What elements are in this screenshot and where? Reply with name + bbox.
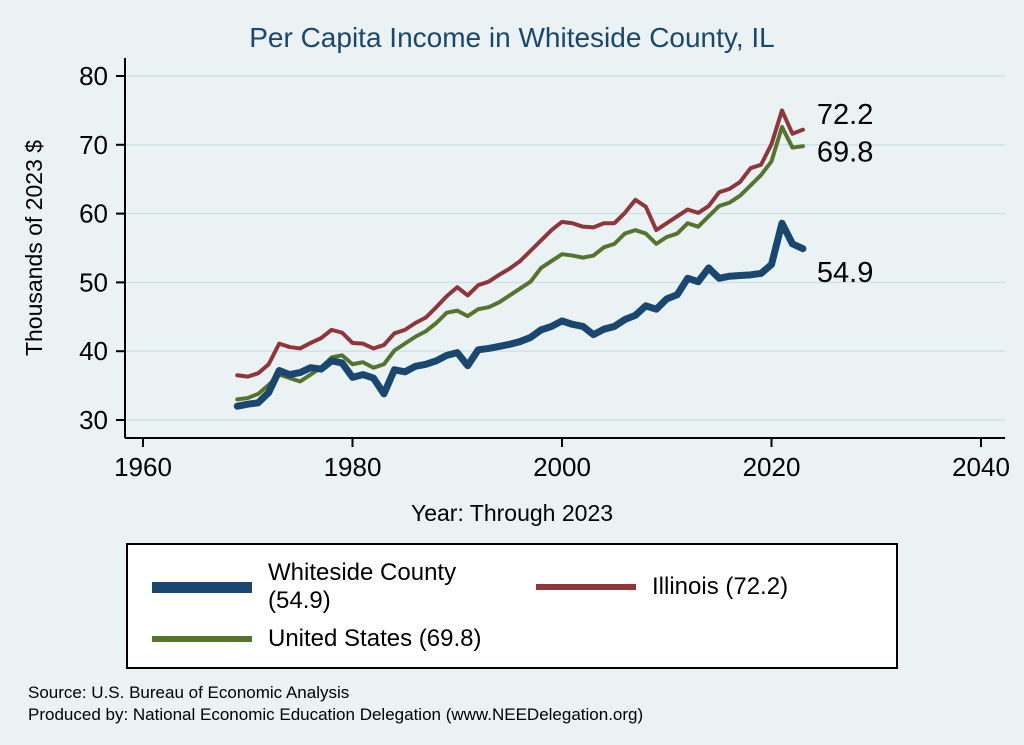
legend: Whiteside County (54.9) Illinois (72.2) … [126, 543, 898, 669]
illinois-line-swatch [536, 584, 636, 590]
y-tick-label: 70 [79, 130, 108, 160]
series-line-1 [235, 108, 805, 379]
source-note: Source: U.S. Bureau of Economic Analysis [28, 683, 350, 702]
y-tick-label: 40 [79, 336, 108, 366]
x-tick-label: 1960 [114, 452, 172, 482]
y-axis-label: Thousands of 2023 $ [21, 140, 47, 356]
united-states-line-swatch [152, 636, 252, 642]
chart-layer: 30 40 50 60 70 80 1960 1980 2000 2020 2040 54.9 72.2… [79, 58, 1010, 482]
legend-label-united-states: United States (69.8) [268, 625, 482, 652]
legend-label-whiteside-county: Whiteside County (54.9) [268, 559, 457, 614]
x-axis-label: Year: Through 2023 [410, 500, 614, 526]
legend-item-illinois: Illinois (72.2) [512, 559, 896, 615]
produced-by-note: Produced by: National Economic Education… [28, 705, 644, 724]
y-tick-label: 50 [79, 267, 108, 297]
x-tick-label: 2040 [952, 452, 1010, 482]
y-tick-label: 30 [79, 405, 108, 435]
legend-label-illinois: Illinois (72.2) [652, 573, 789, 600]
income-line-chart: 30 40 50 60 70 80 1960 1980 2000 2020 2040 54.9 72.2… [21, 58, 1010, 482]
series-line-0 [233, 219, 807, 410]
x-tick-label: 2020 [743, 452, 801, 482]
legend-item-whiteside-county: Whiteside County (54.9) [128, 559, 512, 615]
end-label-1: 72.2 [817, 99, 873, 131]
whiteside-line-swatch [152, 581, 252, 593]
x-tick-label: 2000 [533, 452, 591, 482]
page-title: Per Capita Income in Whiteside County, I… [249, 22, 775, 53]
y-tick-label: 60 [79, 199, 108, 229]
end-label-0: 54.9 [817, 257, 873, 289]
legend-item-united-states: United States (69.8) [128, 625, 512, 653]
x-tick-label: 1980 [324, 452, 382, 482]
end-label-2: 69.8 [817, 137, 873, 169]
y-tick-label: 80 [79, 61, 108, 91]
